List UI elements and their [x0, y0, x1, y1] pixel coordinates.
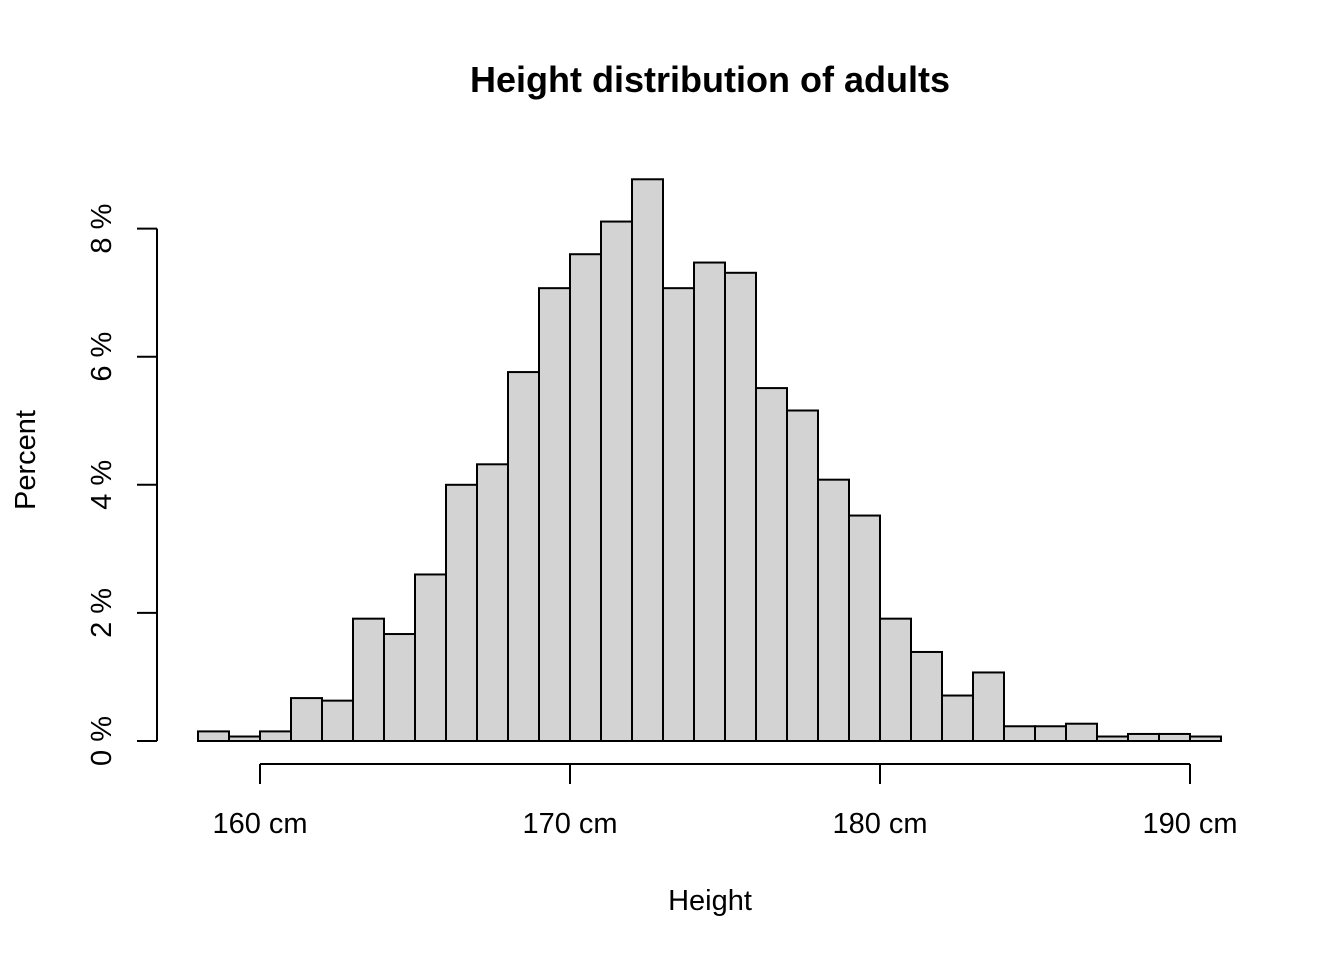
histogram-bar-163-164	[352, 617, 385, 742]
histogram-bar-169-170	[538, 287, 571, 742]
histogram-bar-179-180	[848, 514, 881, 742]
histogram-bar-181-182	[910, 650, 943, 743]
histogram-bar-182-183	[941, 694, 974, 742]
bars-group	[197, 178, 1222, 743]
y-tick-label-8: 8 %	[86, 204, 118, 254]
histogram-bar-165-166	[414, 573, 447, 742]
x-axis-label: Height	[668, 885, 752, 917]
histogram-bar-184-185	[1003, 725, 1036, 742]
histogram-bar-166-167	[445, 483, 478, 742]
histogram-bar-174-175	[693, 261, 726, 742]
histogram-bar-158-159	[197, 730, 230, 743]
histogram-bar-189-190	[1158, 732, 1191, 743]
histogram-bar-183-184	[972, 671, 1005, 742]
histogram-bar-168-169	[507, 371, 540, 742]
histogram-bar-171-172	[600, 220, 633, 742]
y-tick-label-2: 2 %	[86, 588, 118, 638]
histogram-bar-173-174	[662, 287, 695, 742]
y-tick-label-4: 4 %	[86, 460, 118, 510]
x-tick-label-180: 180 cm	[832, 808, 927, 840]
histogram-bar-185-186	[1034, 725, 1067, 742]
histogram-bar-161-162	[290, 697, 323, 742]
x-tick-label-190: 190 cm	[1142, 808, 1237, 840]
y-tick-label-0: 0 %	[86, 716, 118, 766]
histogram-bar-167-168	[476, 463, 509, 742]
chart-title: Height distribution of adults	[470, 59, 950, 100]
histogram-bar-190-191	[1189, 735, 1222, 742]
histogram-bar-160-161	[259, 730, 292, 743]
histogram-bar-177-178	[786, 409, 819, 742]
histogram-bar-178-179	[817, 478, 850, 742]
y-tick-label-6: 6 %	[86, 332, 118, 382]
x-tick-label-160: 160 cm	[212, 808, 307, 840]
histogram-bar-175-176	[724, 271, 757, 742]
histogram-bar-170-171	[569, 253, 602, 742]
histogram-bar-186-187	[1065, 722, 1098, 742]
x-axis: 160 cm 170 cm 180 cm 190 cm	[212, 763, 1238, 840]
histogram-bar-188-189	[1127, 732, 1160, 743]
x-tick-label-170: 170 cm	[522, 808, 617, 840]
histogram-bar-172-173	[631, 178, 664, 742]
histogram-bar-159-160	[228, 735, 261, 742]
histogram-bar-176-177	[755, 387, 788, 742]
histogram-bar-180-181	[879, 617, 912, 742]
histogram-bar-162-163	[321, 699, 354, 742]
histogram-bar-187-188	[1096, 735, 1129, 742]
y-axis-label: Percent	[10, 410, 42, 510]
y-axis: 0 % 2 % 4 % 6 % 8 %	[86, 204, 158, 766]
histogram-bar-164-165	[383, 633, 416, 742]
